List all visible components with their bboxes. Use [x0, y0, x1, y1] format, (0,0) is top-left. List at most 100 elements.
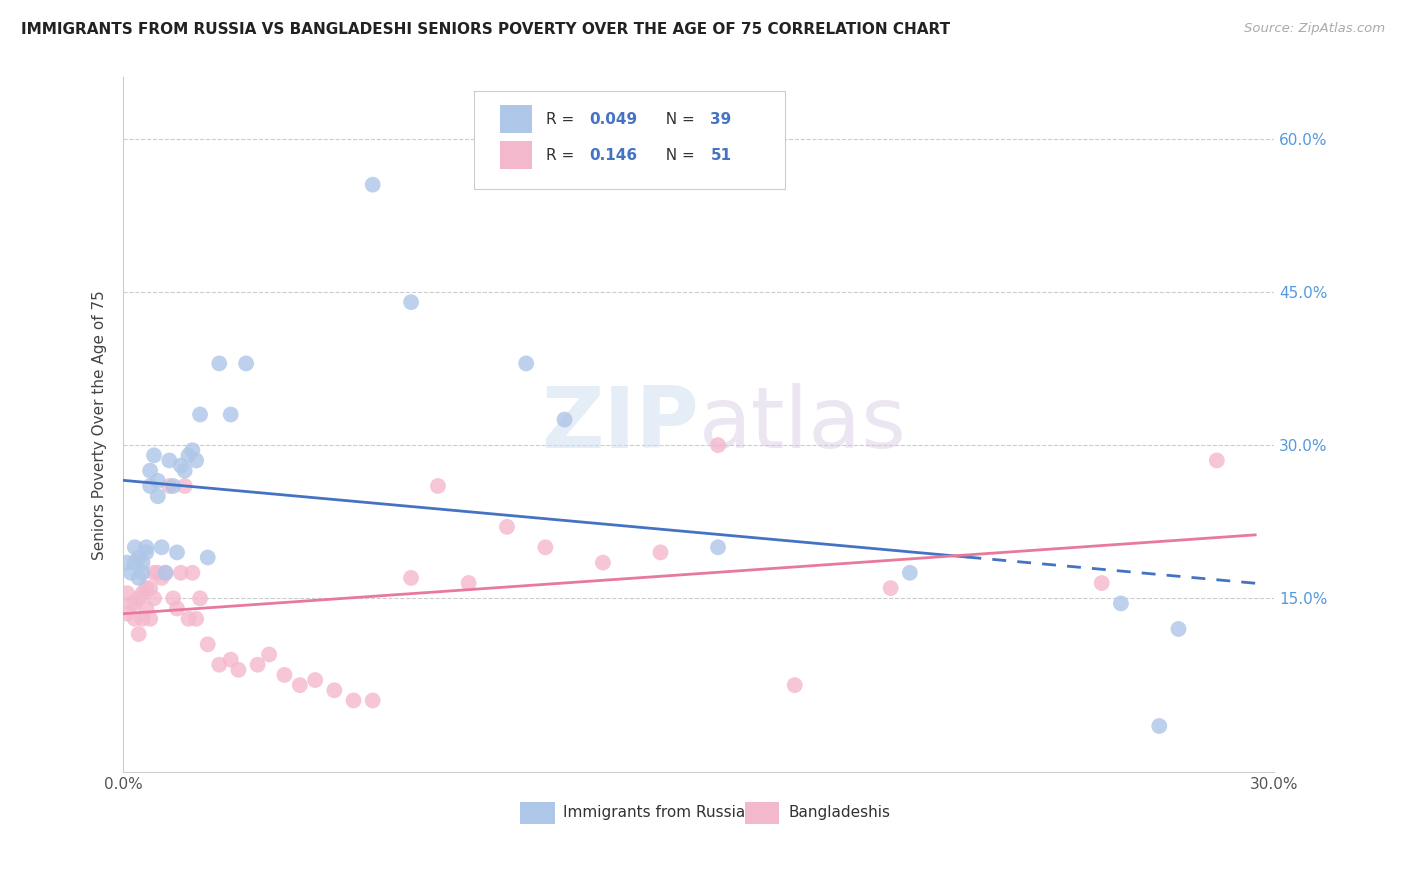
FancyBboxPatch shape [474, 91, 785, 188]
Point [131, 566, 153, 580]
Point [898, 566, 921, 580]
Point [1205, 453, 1227, 467]
Point [124, 612, 146, 626]
Point [139, 464, 162, 478]
Point [146, 489, 169, 503]
Point [157, 453, 180, 467]
Point [128, 550, 150, 565]
Point [208, 657, 231, 672]
Text: 39: 39 [710, 112, 731, 127]
Point [1149, 719, 1171, 733]
Point [150, 541, 173, 555]
FancyBboxPatch shape [745, 802, 779, 824]
Y-axis label: Seniors Poverty Over the Age of 75: Seniors Poverty Over the Age of 75 [93, 290, 107, 559]
Point [155, 566, 177, 580]
Point [177, 612, 200, 626]
Point [162, 591, 184, 606]
Point [399, 571, 422, 585]
Point [143, 566, 166, 580]
Point [143, 591, 166, 606]
Point [534, 541, 557, 555]
Point [399, 295, 422, 310]
Point [1167, 622, 1189, 636]
Point [783, 678, 806, 692]
Point [143, 448, 166, 462]
Point [186, 612, 208, 626]
Point [208, 356, 231, 370]
Text: N =: N = [657, 148, 700, 162]
Point [120, 597, 142, 611]
Point [170, 458, 193, 473]
Text: Source: ZipAtlas.com: Source: ZipAtlas.com [1244, 22, 1385, 36]
Point [128, 571, 150, 585]
Point [150, 571, 173, 585]
Point [1109, 597, 1132, 611]
Point [228, 663, 250, 677]
Text: atlas: atlas [699, 384, 907, 467]
Point [273, 668, 295, 682]
Point [426, 479, 449, 493]
Point [515, 356, 537, 370]
Point [173, 464, 195, 478]
Text: 0.049: 0.049 [589, 112, 637, 127]
Point [131, 586, 153, 600]
Point [496, 520, 519, 534]
Point [707, 541, 730, 555]
FancyBboxPatch shape [499, 105, 531, 133]
Point [197, 550, 219, 565]
FancyBboxPatch shape [520, 802, 555, 824]
Text: ZIP: ZIP [541, 384, 699, 467]
Point [131, 612, 153, 626]
Point [177, 448, 200, 462]
Point [246, 657, 269, 672]
Point [146, 474, 169, 488]
FancyBboxPatch shape [499, 141, 531, 169]
Point [124, 541, 146, 555]
Point [131, 556, 153, 570]
Point [188, 408, 211, 422]
Point [186, 453, 208, 467]
Point [323, 683, 346, 698]
Point [879, 581, 901, 595]
Point [235, 356, 257, 370]
Point [361, 178, 384, 192]
Point [124, 556, 146, 570]
Text: R =: R = [546, 112, 579, 127]
Point [166, 545, 188, 559]
Point [139, 612, 162, 626]
Point [173, 479, 195, 493]
Point [115, 586, 138, 600]
Text: Bangladeshis: Bangladeshis [789, 805, 890, 821]
Text: 0.146: 0.146 [589, 148, 637, 162]
Point [155, 566, 177, 580]
Point [146, 566, 169, 580]
Point [707, 438, 730, 452]
Point [257, 648, 280, 662]
Text: 51: 51 [710, 148, 731, 162]
Point [115, 556, 138, 570]
Point [128, 591, 150, 606]
Point [166, 601, 188, 615]
Text: IMMIGRANTS FROM RUSSIA VS BANGLADESHI SENIORS POVERTY OVER THE AGE OF 75 CORRELA: IMMIGRANTS FROM RUSSIA VS BANGLADESHI SE… [21, 22, 950, 37]
Point [592, 556, 614, 570]
Text: Immigrants from Russia: Immigrants from Russia [562, 805, 745, 821]
Text: R =: R = [546, 148, 579, 162]
Point [181, 443, 204, 458]
Point [554, 412, 576, 426]
Point [288, 678, 311, 692]
Point [162, 479, 184, 493]
Point [219, 652, 242, 666]
Point [135, 545, 157, 559]
Point [139, 479, 162, 493]
Point [124, 597, 146, 611]
Point [1091, 576, 1114, 591]
Point [342, 693, 364, 707]
Point [135, 581, 157, 595]
Point [135, 541, 157, 555]
Point [181, 566, 204, 580]
Text: N =: N = [657, 112, 700, 127]
Point [120, 566, 142, 580]
Point [219, 408, 242, 422]
Point [304, 673, 326, 687]
Point [361, 693, 384, 707]
